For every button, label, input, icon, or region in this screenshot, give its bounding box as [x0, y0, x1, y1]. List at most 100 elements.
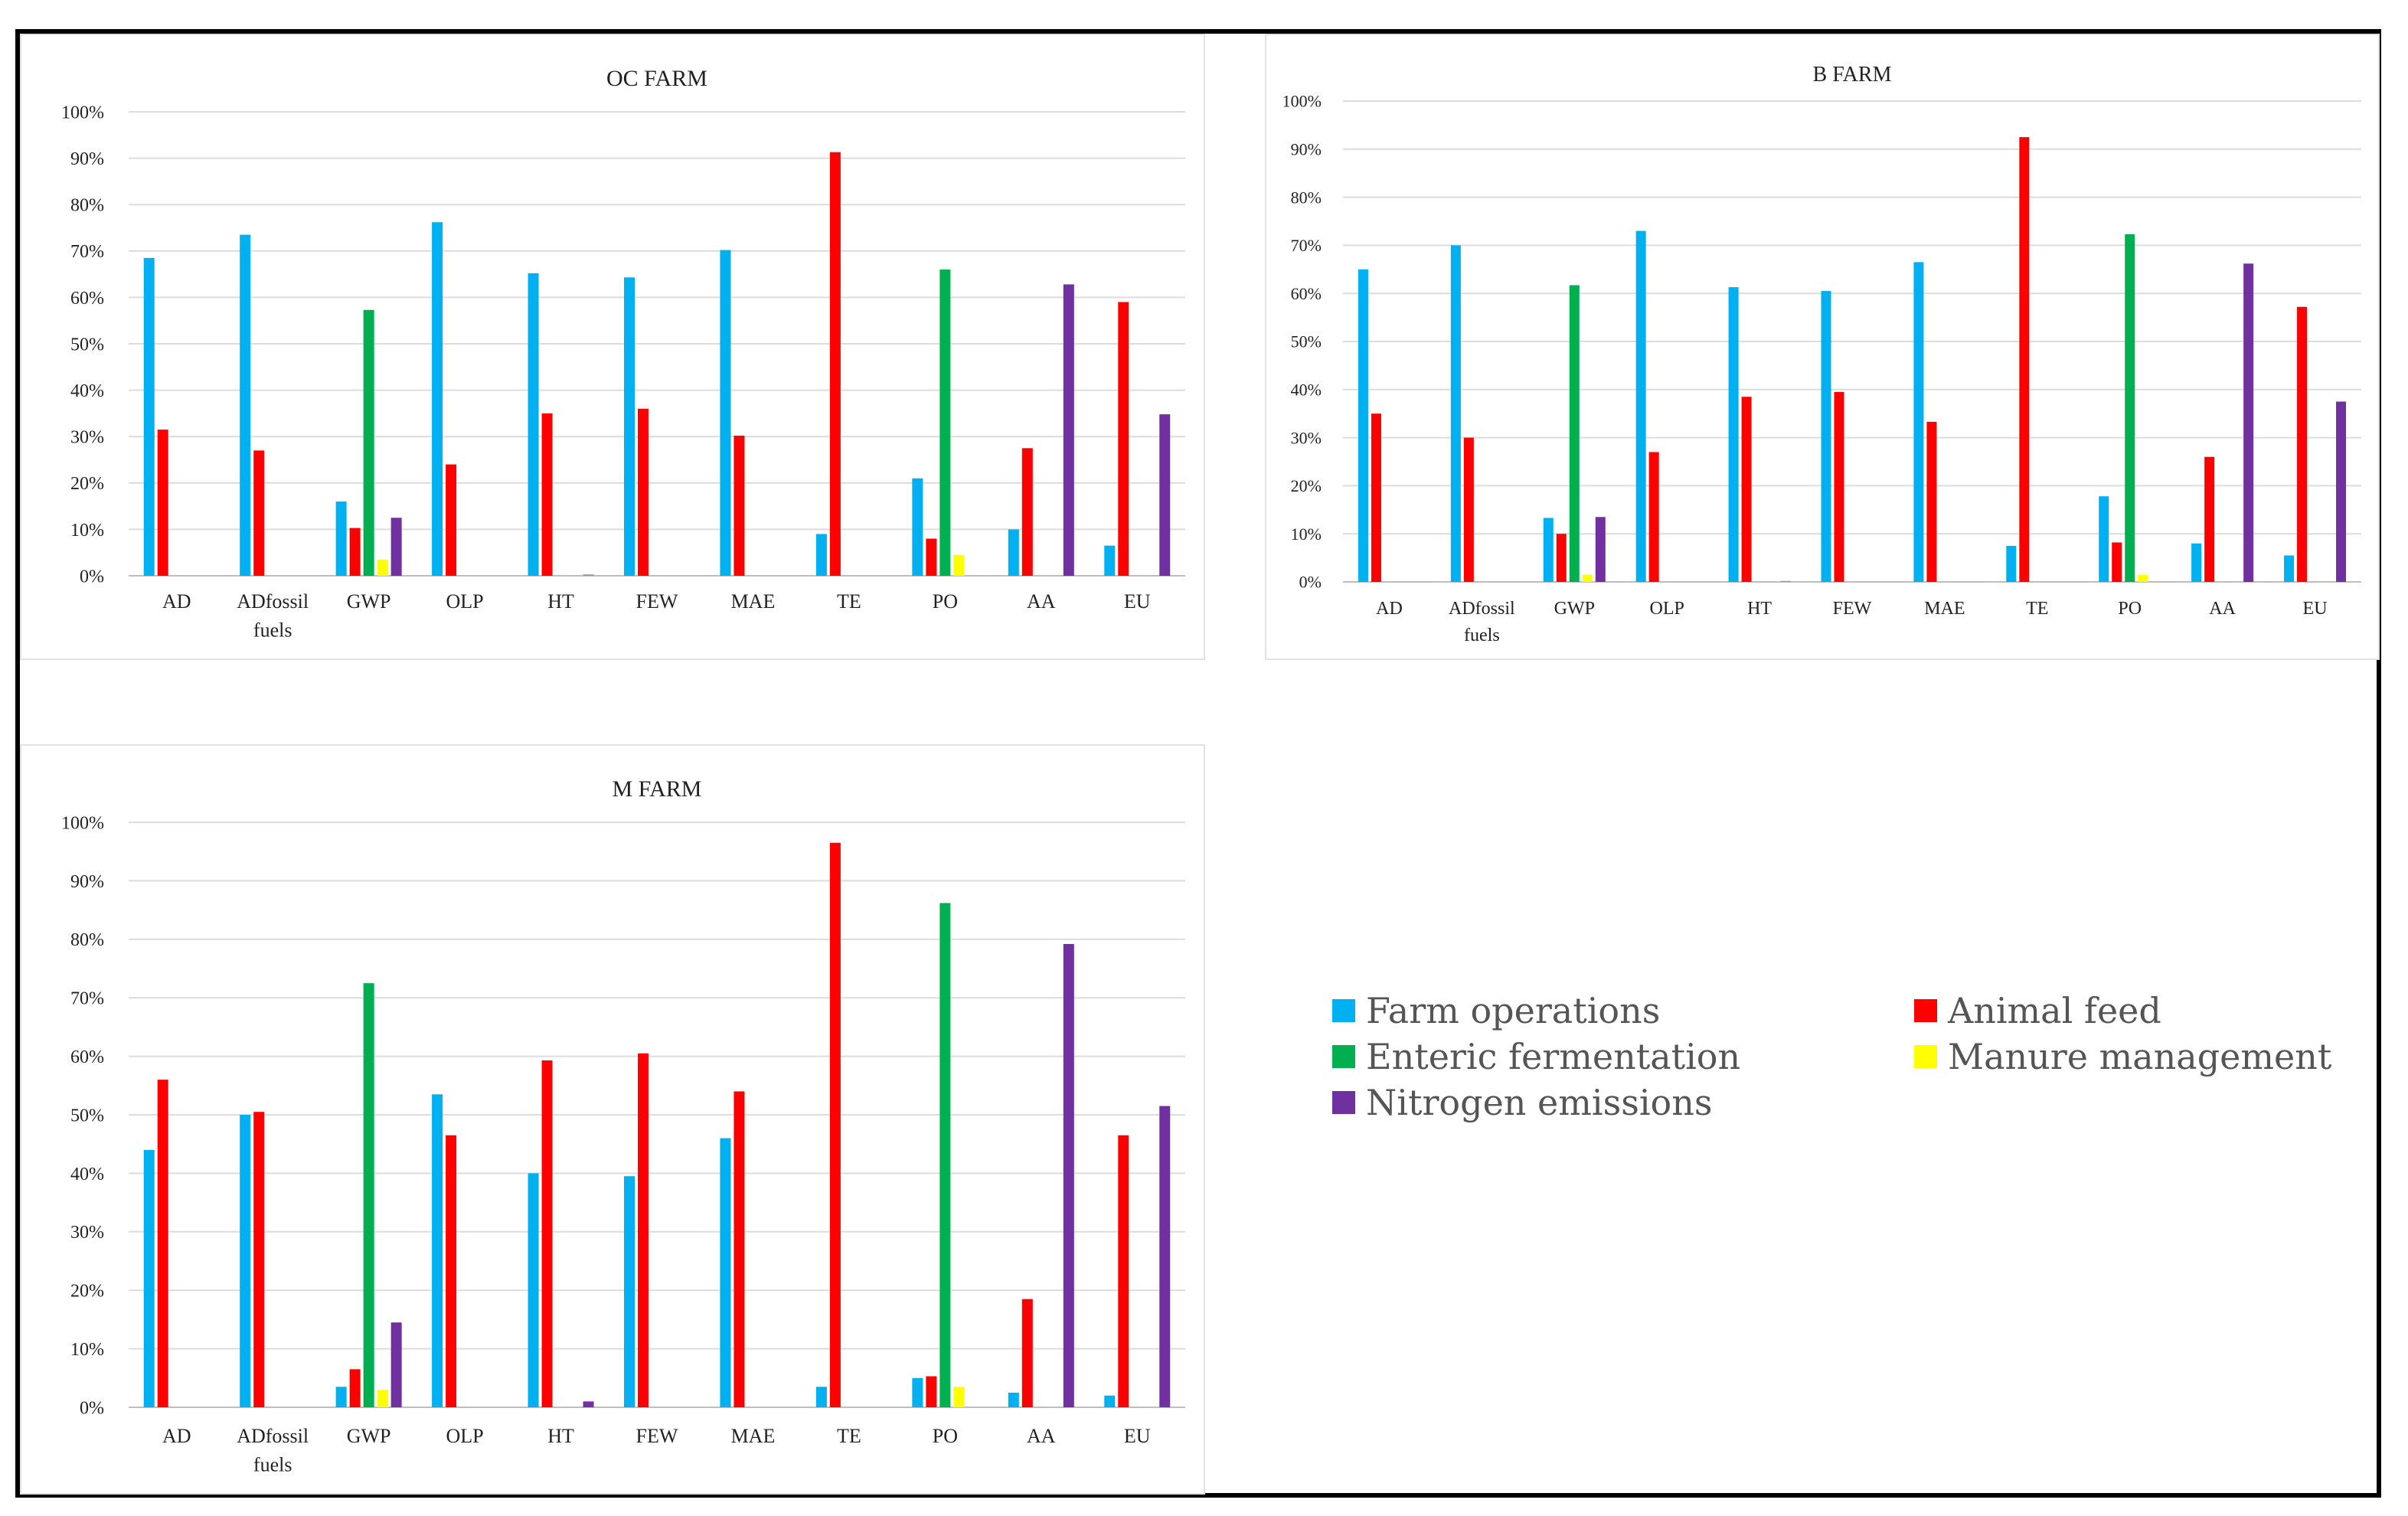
oc-farm-panel: OC FARM 0% 10% 20% 30% 40% 50% 60% 70% 80% 90% 100%…: [20, 34, 1205, 660]
m-farm-panel: M FARM 0% 10% 20% 30% 40% 50% 60% 70% 80% 90% 100% A…: [20, 744, 1205, 1495]
m-farm-chart: M FARM 0% 10% 20% 30% 40% 50% 60% 70% 80% 90% 100% A…: [61, 776, 1185, 1476]
y-tick-label: 50%: [70, 335, 104, 354]
bar-farm-operations-ad: [1358, 269, 1368, 582]
bar-farm-operations-po: [912, 1377, 923, 1407]
bar-farm-operations-mae: [720, 1138, 731, 1407]
y-tick-label: 0%: [1299, 573, 1322, 592]
bar-farm-operations-ad: [143, 257, 155, 576]
x-category-label: FEW: [1833, 599, 1872, 619]
bar-enteric-fermentation-gwp: [363, 309, 374, 576]
x-category-label: MAE: [731, 590, 776, 613]
legend-label-enteric-fermentation: Enteric fermentation: [1366, 1036, 1741, 1077]
bar-manure-management-po: [953, 1387, 965, 1407]
x-category-label: OLP: [446, 1425, 484, 1447]
bar-animal-feed-po: [2112, 542, 2122, 582]
x-category-label: AA: [1027, 590, 1056, 613]
bar-farm-operations-eu: [1104, 1395, 1116, 1407]
bar-animal-feed-aa: [1021, 1299, 1033, 1407]
y-tick-label: 20%: [70, 1282, 104, 1302]
x-category-label: GWP: [347, 1425, 391, 1447]
x-category-label: EU: [2303, 599, 2328, 619]
legend-item-animal-feed: Animal feed: [1914, 988, 2161, 1034]
legend-label-farm-operations: Farm operations: [1366, 990, 1661, 1031]
bar-farm-operations-olp: [432, 222, 443, 576]
bar-animal-feed-gwp: [1556, 534, 1567, 582]
bar-farm-operations-few: [1821, 291, 1831, 582]
bar-animal-feed-te: [2019, 137, 2030, 583]
x-category-label: ADfossil fuels: [1449, 599, 1515, 645]
bar-animal-feed-te: [829, 842, 841, 1407]
bar-animal-feed-mae: [734, 435, 745, 576]
y-tick-label: 50%: [70, 1106, 104, 1126]
bar-enteric-fermentation-gwp: [363, 983, 374, 1407]
bar-nitrogen-emissions-aa: [1063, 284, 1074, 576]
y-tick-label: 0%: [80, 1398, 104, 1418]
bar-animal-feed-olp: [1648, 452, 1659, 582]
bar-animal-feed-eu: [1118, 302, 1129, 576]
bar-animal-feed-po: [926, 538, 937, 576]
y-tick-label: 80%: [1291, 188, 1322, 207]
bar-manure-management-gwp: [1582, 574, 1593, 582]
y-tick-label: 40%: [70, 381, 104, 401]
x-category-label: MAE: [731, 1425, 776, 1447]
legend-swatch-enteric-fermentation: [1332, 1045, 1355, 1068]
bar-animal-feed-ad: [1371, 413, 1381, 582]
x-category-label: TE: [2026, 599, 2048, 619]
bar-animal-feed-mae: [1926, 421, 1937, 582]
bar-nitrogen-emissions-eu: [1159, 1106, 1171, 1407]
x-category-label: FEW: [636, 590, 678, 613]
bar-farm-operations-adfossil-fuels: [240, 1115, 251, 1407]
legend-swatch-manure-management: [1914, 1045, 1937, 1068]
bar-animal-feed-eu: [1118, 1135, 1129, 1407]
bar-farm-operations-ht: [528, 1173, 539, 1407]
legend-item-nitrogen-emissions: Nitrogen emissions: [1332, 1080, 1712, 1126]
y-tick-label: 70%: [70, 989, 104, 1009]
x-category-label: AD: [162, 1425, 191, 1447]
y-tick-label: 70%: [1291, 236, 1322, 255]
y-tick-label: 80%: [70, 930, 104, 950]
y-tick-label: 80%: [70, 196, 104, 216]
bar-manure-management-po: [2138, 574, 2148, 582]
legend-label-manure-management: Manure management: [1948, 1036, 2332, 1077]
bar-animal-feed-ht: [541, 1060, 553, 1407]
chart-title: M FARM: [613, 776, 702, 802]
bar-farm-operations-te: [815, 534, 827, 576]
bar-farm-operations-aa: [1008, 529, 1019, 576]
y-tick-label: 10%: [70, 1340, 104, 1360]
legend-label-nitrogen-emissions: Nitrogen emissions: [1366, 1082, 1713, 1123]
bar-nitrogen-emissions-gwp: [1595, 517, 1606, 582]
bar-farm-operations-adfossil-fuels: [1450, 245, 1461, 582]
x-category-label: AA: [2209, 599, 2236, 619]
y-tick-label: 60%: [1291, 284, 1322, 303]
bar-farm-operations-gwp: [1543, 518, 1554, 582]
x-category-label: OLP: [1650, 599, 1684, 619]
y-tick-label: 30%: [70, 1223, 104, 1243]
x-category-label: AD: [1376, 599, 1403, 619]
legend-swatch-farm-operations: [1332, 999, 1355, 1022]
x-category-label: HT: [547, 590, 574, 613]
x-category-label: GWP: [1554, 599, 1595, 619]
legend-label-animal-feed: Animal feed: [1948, 990, 2161, 1031]
bar-farm-operations-olp: [432, 1094, 443, 1407]
bar-animal-feed-ht: [541, 413, 553, 576]
y-tick-label: 20%: [70, 474, 104, 494]
bar-nitrogen-emissions-aa: [1063, 943, 1074, 1407]
bar-enteric-fermentation-po: [2125, 234, 2135, 582]
bar-animal-feed-olp: [446, 464, 457, 576]
x-category-label: EU: [1124, 1425, 1151, 1447]
x-category-label: MAE: [1924, 599, 1965, 619]
bar-farm-operations-gwp: [335, 502, 347, 576]
bar-farm-operations-adfossil-fuels: [240, 234, 251, 576]
x-category-label: PO: [2118, 599, 2142, 619]
bar-animal-feed-few: [1834, 391, 1844, 582]
bar-farm-operations-ht: [528, 273, 539, 576]
bar-farm-operations-po: [912, 478, 923, 576]
bar-animal-feed-gwp: [349, 528, 361, 576]
y-tick-label: 60%: [70, 1047, 104, 1067]
bar-manure-management-gwp: [377, 559, 388, 576]
y-tick-label: 10%: [1291, 524, 1322, 544]
chart-title: B FARM: [1813, 63, 1892, 87]
oc-farm-chart: OC FARM 0% 10% 20% 30% 40% 50% 60% 70% 80% 90% 100%…: [61, 66, 1185, 642]
bar-animal-feed-aa: [1021, 448, 1033, 576]
bar-animal-feed-gwp: [349, 1369, 361, 1407]
